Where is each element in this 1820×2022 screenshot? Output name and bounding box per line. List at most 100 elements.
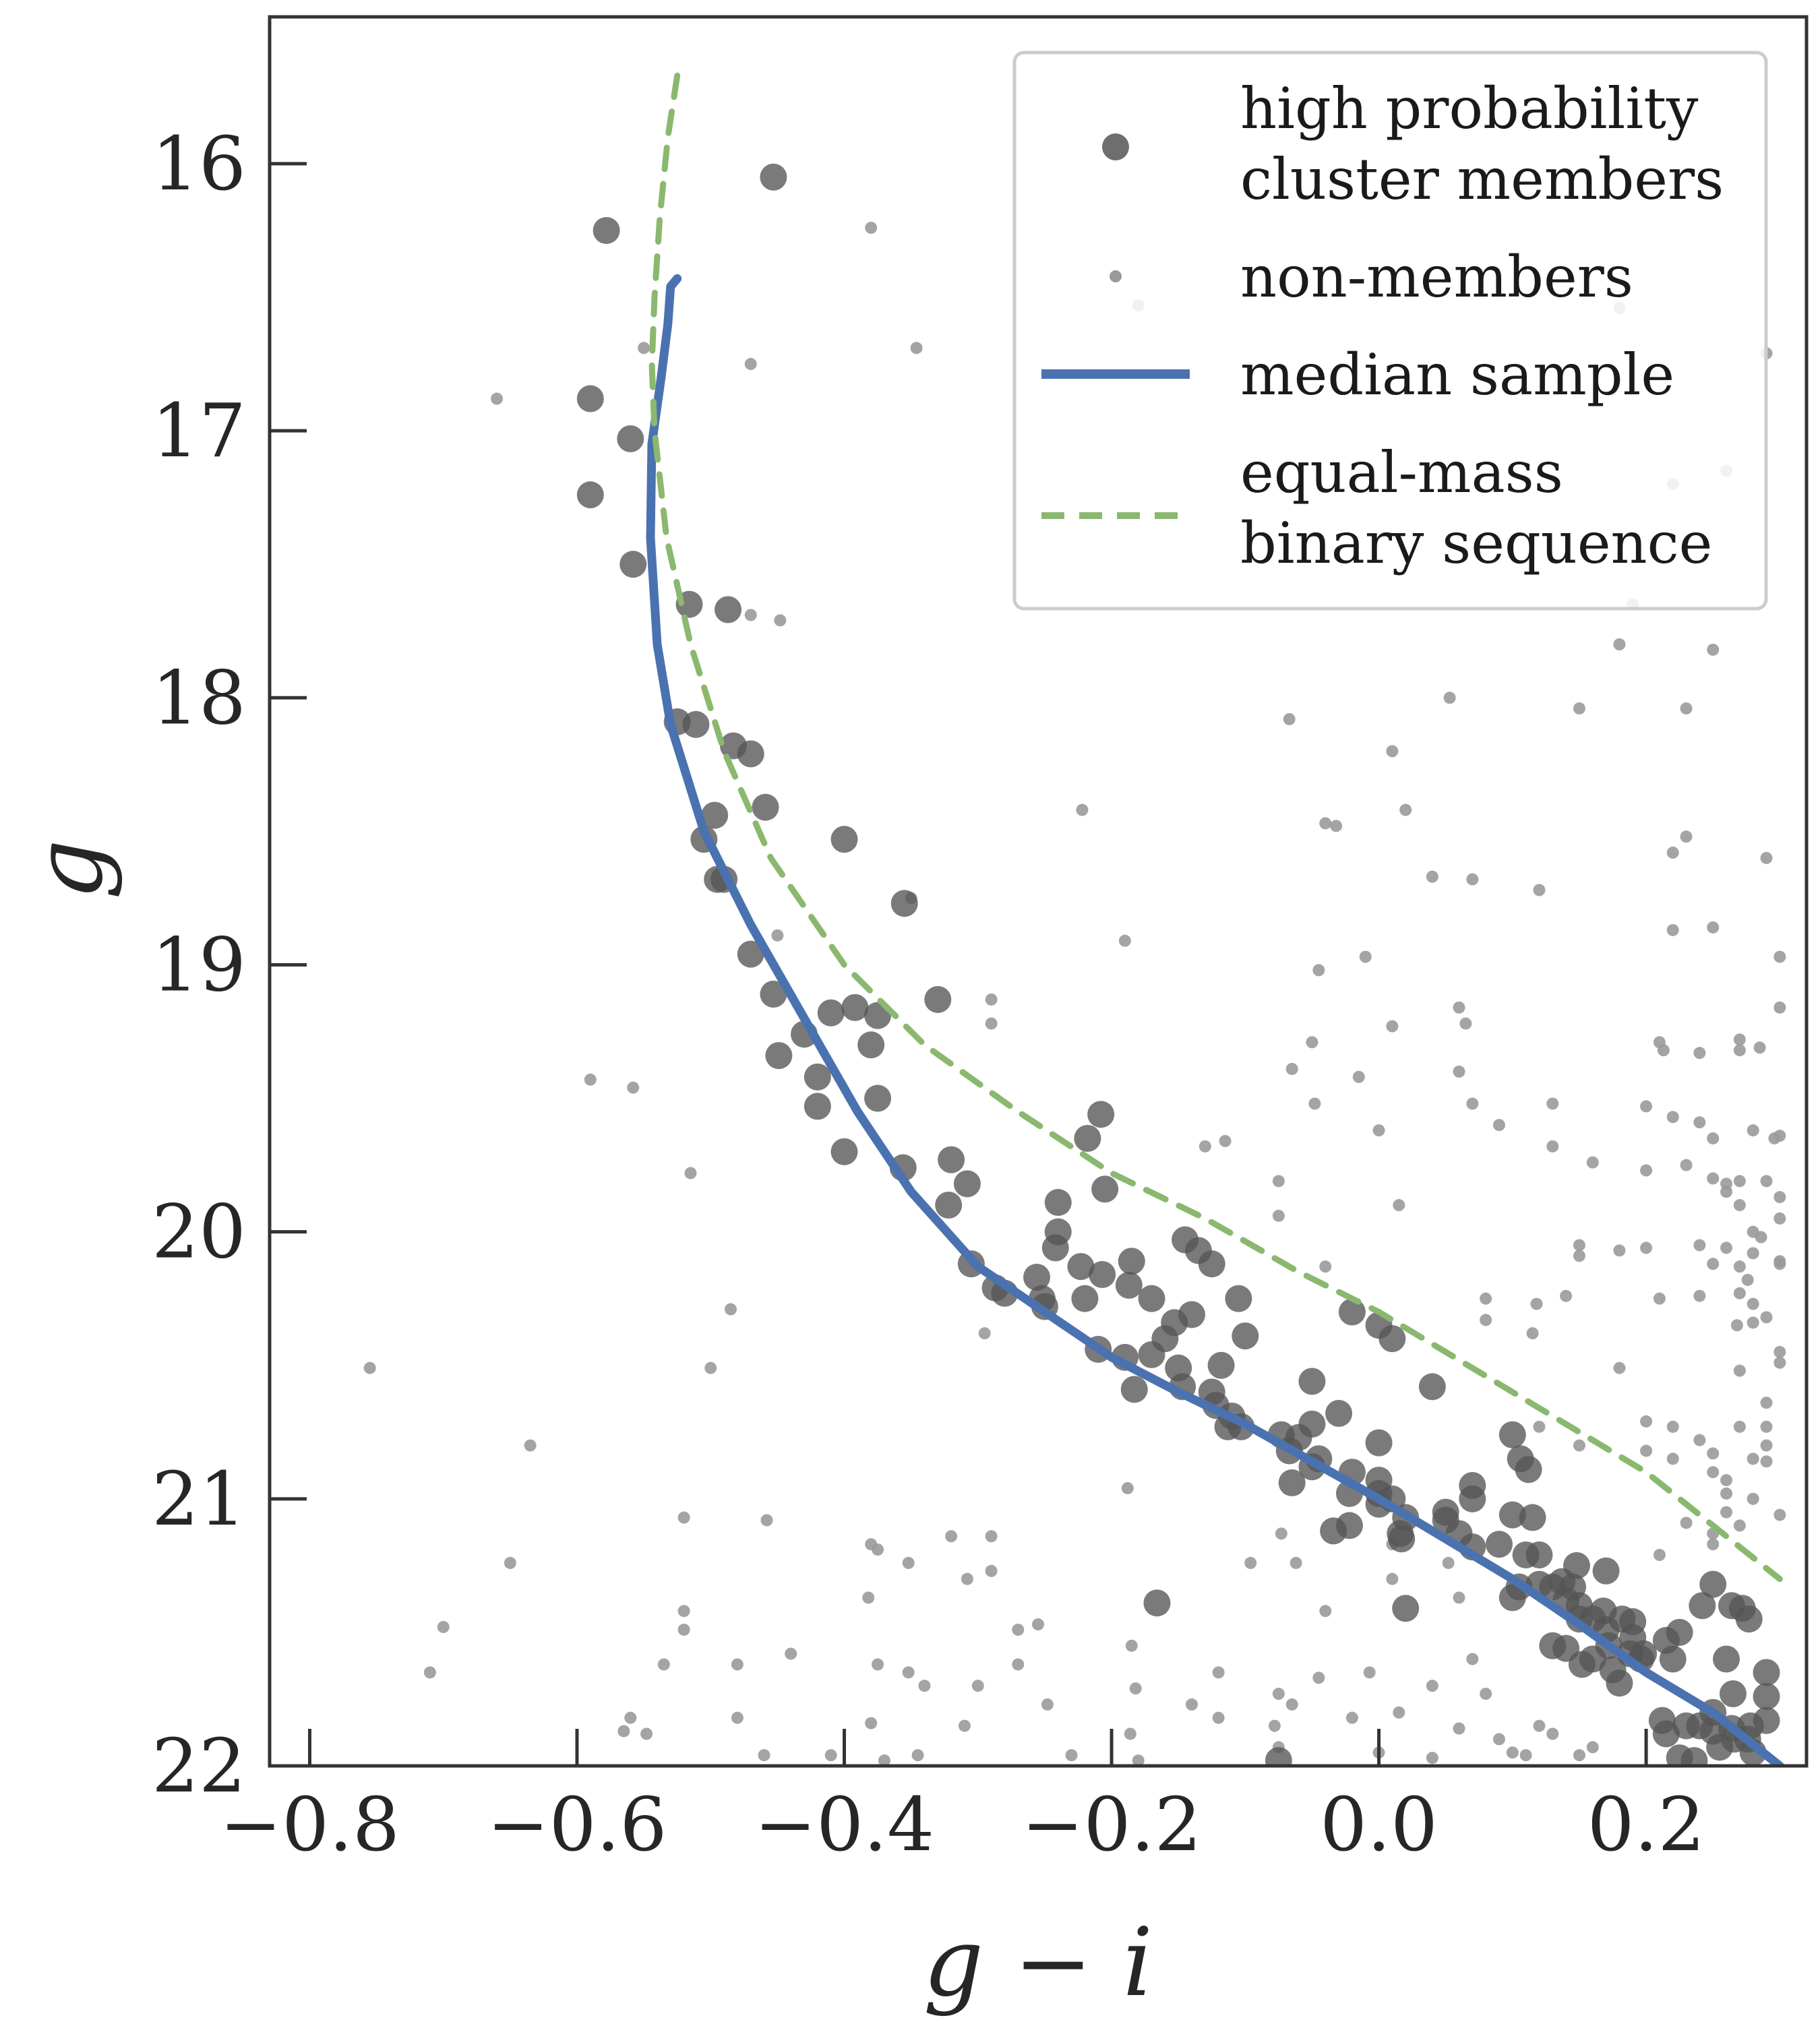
non-member-point [744, 609, 757, 621]
member-point [841, 993, 869, 1021]
non-member-point [1268, 1719, 1281, 1732]
non-member-point [911, 1749, 924, 1762]
legend-marker-nonmembers [1110, 270, 1122, 282]
non-member-point [902, 1556, 915, 1569]
non-member-point [978, 1327, 991, 1340]
non-member-point [872, 1543, 884, 1556]
sequence-lines [646, 72, 1784, 1766]
non-member-point [1065, 1749, 1078, 1762]
non-member-point [1733, 1420, 1746, 1433]
non-member-point [1506, 1746, 1519, 1759]
non-member-point [1546, 1727, 1559, 1740]
non-member-point [785, 1647, 797, 1660]
non-member-point [1707, 1538, 1720, 1551]
member-point [1143, 1589, 1171, 1617]
member-point [1115, 1271, 1143, 1299]
non-member-point [1680, 830, 1693, 843]
non-member-point [1680, 1516, 1693, 1529]
member-point [803, 1093, 831, 1120]
non-member-point [1760, 851, 1773, 864]
legend-label-members-line2: cluster members [1240, 146, 1724, 212]
member-point [1044, 1189, 1072, 1217]
non-member-point [1442, 1556, 1455, 1569]
non-member-point [1533, 1420, 1546, 1433]
non-member-point [1560, 1289, 1573, 1302]
non-member-point [958, 1719, 971, 1732]
non-member-point [1573, 1439, 1585, 1452]
non-member-point [684, 1167, 697, 1180]
non-member-point [1586, 1156, 1599, 1169]
x-tick-label: −0.2 [1021, 1781, 1201, 1868]
legend-label-binary-line2: binary sequence [1240, 510, 1712, 576]
non-member-point [760, 1514, 773, 1527]
member-point [1225, 1285, 1252, 1312]
non-member-point [1546, 1140, 1559, 1153]
member-point [1459, 1485, 1486, 1512]
non-member-point [865, 221, 878, 234]
x-tick-label: −0.4 [754, 1781, 934, 1868]
non-member-point [1666, 847, 1679, 859]
member-point [935, 1192, 963, 1219]
member-point [1680, 1747, 1708, 1766]
non-member-point [524, 1439, 537, 1452]
non-member-point [1272, 1688, 1285, 1701]
non-member-point [1312, 1672, 1325, 1684]
non-member-point [1693, 1116, 1706, 1129]
non-member-point [824, 1749, 837, 1762]
non-member-point [1773, 1001, 1786, 1014]
non-member-point [731, 1711, 744, 1724]
member-point [817, 999, 845, 1027]
non-member-point [1741, 1273, 1754, 1286]
non-member-point [1760, 1455, 1773, 1468]
non-member-point [1285, 1698, 1298, 1711]
member-point [1365, 1429, 1393, 1457]
non-member-point [910, 342, 923, 355]
non-member-point [1760, 1397, 1773, 1409]
non-member-point [771, 929, 784, 942]
member-point [1325, 1400, 1353, 1428]
non-member-point [725, 1303, 737, 1316]
non-member-point [1773, 1258, 1786, 1270]
member-point [1392, 1595, 1420, 1622]
non-member-point [758, 1749, 770, 1762]
member-point [953, 1170, 981, 1198]
non-member-point [1680, 1159, 1693, 1171]
member-point [1418, 1373, 1446, 1401]
member-point [1338, 1298, 1366, 1326]
non-member-point [1466, 873, 1479, 886]
non-member-point [1526, 1327, 1539, 1340]
member-point [1067, 1253, 1095, 1281]
non-member-point [1733, 1175, 1746, 1188]
non-member-point [902, 1666, 915, 1679]
non-member-point [1755, 1231, 1767, 1244]
non-member-point [1733, 1519, 1746, 1532]
non-member-point [971, 1680, 984, 1692]
member-point [830, 826, 858, 853]
plot-frame [268, 15, 1809, 1768]
non-member-point [1760, 1420, 1773, 1433]
non-member-point [1747, 1297, 1759, 1310]
non-member-point [1199, 1140, 1211, 1153]
y-axis-ticks: 16 17 18 19 20 21 22 [152, 121, 307, 1809]
non-member-point [1707, 1466, 1720, 1479]
member-point [1298, 1410, 1326, 1438]
non-member-point [1773, 950, 1786, 963]
member-point [1178, 1301, 1205, 1328]
non-member-point [1466, 1653, 1479, 1665]
non-member-point [1533, 884, 1546, 896]
non-member-point [1012, 1658, 1025, 1671]
non-member-point [1733, 1287, 1746, 1299]
non-member-point [1773, 1130, 1786, 1142]
member-point [924, 985, 952, 1013]
non-member-point [1693, 1047, 1706, 1060]
member-point [1023, 1263, 1051, 1291]
non-member-point [1219, 1134, 1232, 1147]
member-point [760, 981, 787, 1008]
non-member-point [1573, 1239, 1585, 1252]
member-point [1498, 1501, 1526, 1529]
non-member-point [1125, 1639, 1138, 1652]
member-point [1298, 1368, 1326, 1395]
non-member-point [1359, 950, 1372, 963]
non-member-point [1613, 1244, 1626, 1257]
non-member-point [1212, 1666, 1225, 1679]
